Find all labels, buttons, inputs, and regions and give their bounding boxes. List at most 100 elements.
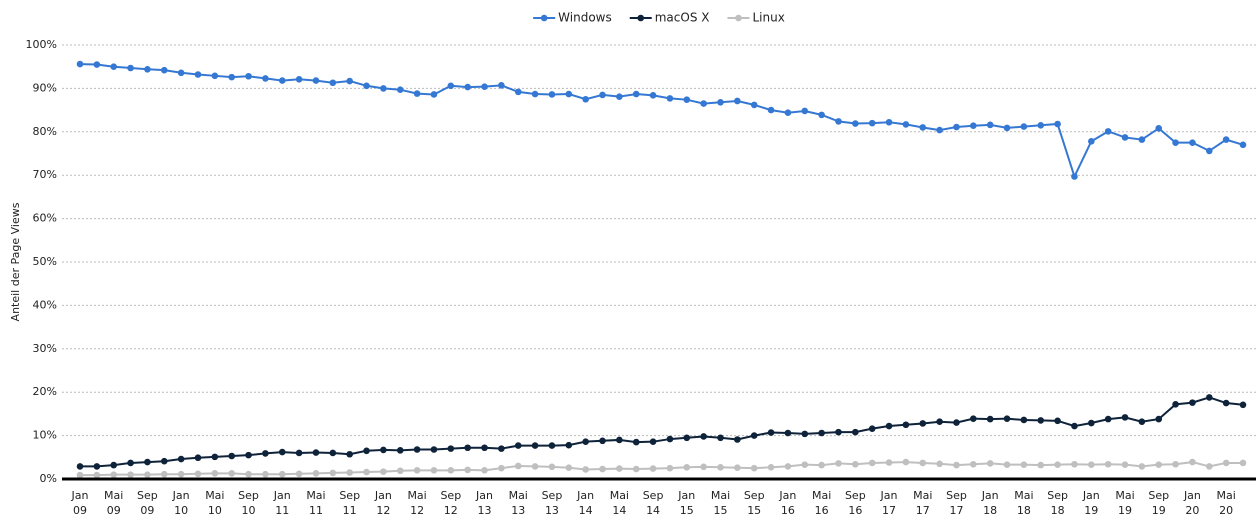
- data-point: [1222, 399, 1230, 407]
- data-point: [464, 466, 471, 474]
- data-point: [1121, 414, 1129, 421]
- data-point: [1138, 463, 1146, 470]
- y-tick-label: 40%: [33, 298, 57, 311]
- data-point: [1104, 415, 1112, 423]
- data-point: [1071, 460, 1078, 468]
- data-point: [801, 461, 809, 468]
- series-line: [79, 63, 1244, 180]
- data-point: [784, 463, 792, 470]
- data-point: [1222, 136, 1230, 143]
- data-point: [700, 463, 707, 471]
- data-point: [565, 464, 573, 472]
- data-point: [1189, 139, 1196, 146]
- data-point: [767, 463, 775, 471]
- data-point: [498, 82, 505, 89]
- x-tick-label: Sep 17: [946, 489, 967, 517]
- data-point: [1138, 136, 1146, 143]
- x-tick-label: Mai 16: [812, 489, 831, 517]
- data-point: [734, 436, 741, 443]
- x-tick-label: Mai 20: [1216, 489, 1235, 517]
- data-point: [329, 449, 337, 457]
- data-point: [986, 121, 994, 129]
- x-tick-label: Mai 13: [509, 489, 528, 517]
- data-point: [312, 77, 320, 84]
- data-point: [582, 95, 589, 103]
- data-point: [632, 90, 640, 98]
- data-point: [599, 91, 606, 99]
- data-point: [498, 464, 505, 472]
- x-tick-label: Jan 10: [172, 489, 190, 517]
- data-point: [582, 466, 589, 473]
- data-point: [396, 447, 404, 454]
- data-point: [818, 429, 825, 437]
- y-tick-label: 50%: [33, 255, 57, 268]
- data-point: [278, 470, 286, 478]
- data-point: [363, 82, 370, 90]
- data-point: [1071, 422, 1078, 430]
- y-tick-label: 0%: [40, 472, 57, 485]
- x-tick-label: Sep 10: [238, 489, 259, 517]
- data-point: [531, 442, 539, 449]
- x-tick-label: Sep 19: [1148, 489, 1169, 517]
- x-tick-label: Jan 18: [981, 489, 999, 517]
- data-point: [1121, 461, 1129, 468]
- data-point: [1054, 461, 1061, 468]
- data-point: [1104, 460, 1112, 468]
- data-point: [717, 463, 724, 471]
- data-point: [868, 425, 876, 432]
- data-point: [262, 75, 269, 82]
- legend-label: Linux: [752, 11, 784, 25]
- data-point: [599, 465, 606, 473]
- data-point: [76, 463, 84, 470]
- x-tick-label: Mai 15: [711, 489, 730, 517]
- data-point: [868, 119, 876, 127]
- x-tick-label: Jan 19: [1082, 489, 1100, 517]
- data-point: [245, 470, 252, 478]
- data-point: [750, 464, 758, 472]
- data-point: [1155, 461, 1163, 468]
- data-point: [363, 447, 370, 455]
- data-point: [363, 468, 370, 476]
- data-point: [767, 106, 775, 114]
- data-point: [1037, 417, 1045, 424]
- data-point: [852, 120, 859, 127]
- x-tick-label: Jan 13: [475, 489, 493, 517]
- data-point: [1172, 139, 1179, 146]
- data-point: [413, 90, 421, 97]
- data-point: [986, 460, 994, 467]
- x-tick-label: Jan 20: [1183, 489, 1201, 517]
- data-point: [110, 461, 118, 469]
- data-point: [750, 101, 758, 109]
- data-point: [683, 96, 691, 103]
- data-point: [700, 100, 707, 107]
- legend-label: Windows: [558, 11, 612, 25]
- x-tick-label: Sep 12: [440, 489, 461, 517]
- data-point: [1189, 458, 1196, 466]
- data-point: [295, 470, 303, 478]
- data-point: [666, 464, 674, 472]
- data-point: [902, 121, 910, 128]
- y-tick-label: 80%: [33, 125, 57, 138]
- x-tick-label: Sep 18: [1047, 489, 1068, 517]
- data-point: [852, 428, 859, 436]
- data-point: [295, 75, 303, 83]
- data-point: [481, 467, 488, 474]
- data-point: [211, 470, 219, 477]
- data-point: [144, 66, 151, 73]
- data-point: [649, 92, 657, 99]
- data-point: [262, 450, 269, 457]
- y-axis-label: Anteil der Page Views: [9, 202, 22, 321]
- data-point: [1020, 123, 1028, 130]
- x-tick-label: Mai 19: [1115, 489, 1134, 517]
- data-point: [194, 470, 202, 478]
- x-tick-label: Sep 13: [542, 489, 563, 517]
- data-point: [1003, 461, 1011, 468]
- data-point: [531, 90, 539, 98]
- data-point: [194, 454, 202, 462]
- data-point: [936, 460, 943, 468]
- data-point: [986, 415, 994, 423]
- data-point: [1054, 120, 1061, 128]
- data-point: [329, 469, 337, 477]
- data-point: [447, 467, 455, 474]
- data-point: [1205, 463, 1213, 470]
